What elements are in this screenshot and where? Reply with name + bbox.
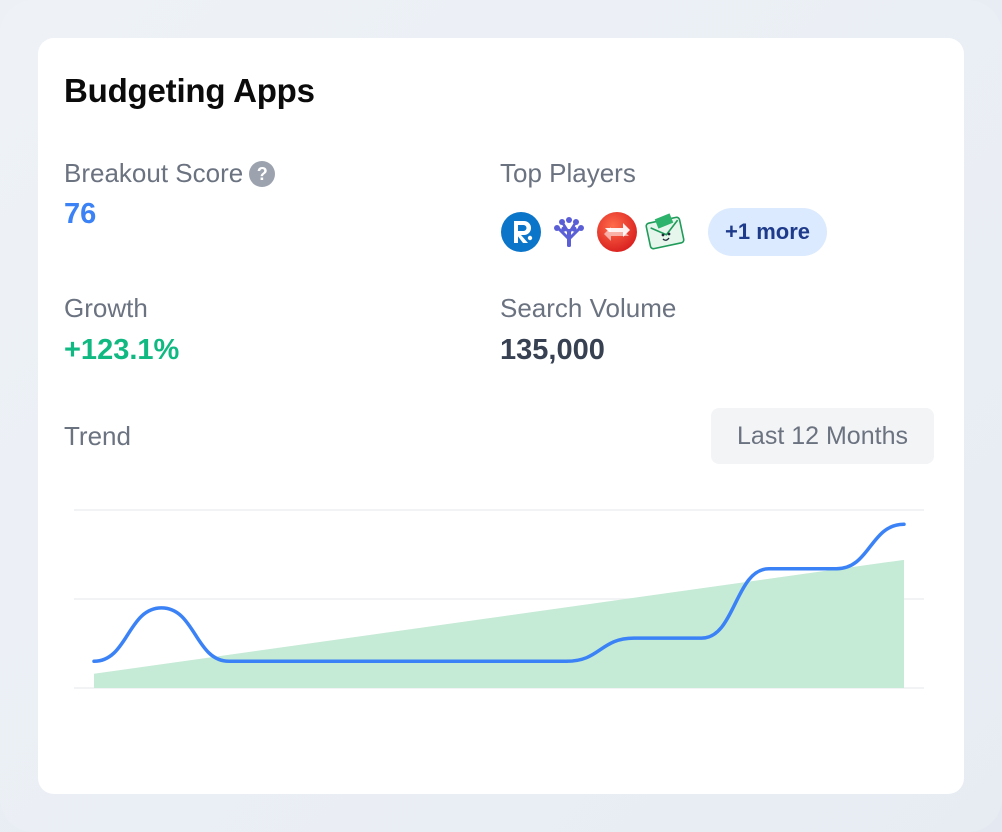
trend-line-series [92,522,906,664]
search-volume-label: Search Volume [500,293,677,323]
breakout-score-label-text: Breakout Score [64,158,244,188]
card-title: Budgeting Apps [64,72,315,109]
growth-value: +123.1% [64,334,180,366]
trend-label: Trend [64,421,131,451]
search-volume-value: 135,000 [500,334,605,366]
time-range-button[interactable]: Last 12 Months [711,408,934,464]
rocket-money-logo[interactable] [500,211,542,253]
exchange-logo[interactable] [596,211,638,253]
trend-area-series [94,559,904,688]
trend-card: Budgeting Apps Breakout Score? 76 Top Pl… [38,38,964,794]
breakout-score-value: 76 [64,198,97,230]
goodbudget-logo[interactable] [644,211,686,253]
breakout-score-label: Breakout Score? [64,158,276,189]
ynab-logo[interactable] [548,211,590,253]
trend-chart [74,509,924,689]
growth-label: Growth [64,293,148,323]
help-icon[interactable]: ? [249,161,276,187]
more-players-button[interactable]: +1 more [708,208,827,256]
top-players-list: +1 more [500,208,827,256]
top-players-label: Top Players [500,158,636,188]
